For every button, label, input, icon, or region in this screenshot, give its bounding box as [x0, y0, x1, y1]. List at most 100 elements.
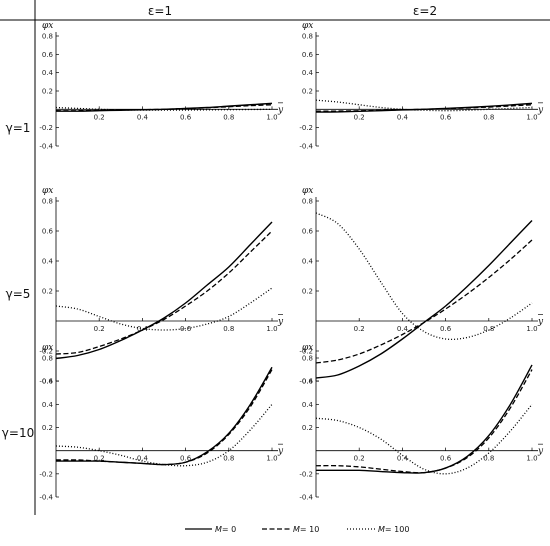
x-tick-label: 0.8 — [223, 455, 234, 463]
panel-1: -0.4 -0.2 0.2 0.4 0.6 0.8 0.2 0.4 0.6 0.8 1.0 φx y — [39, 21, 284, 151]
y-tick-label: 0.2 — [302, 288, 313, 296]
series-m10-line — [315, 369, 533, 474]
x-tick-label: 0.8 — [223, 113, 234, 121]
x-tick-label: 0.2 — [94, 325, 105, 333]
x-tick-label: 1.0 — [266, 325, 277, 333]
x-axis-label: y — [277, 105, 284, 115]
y-tick-label: -0.4 — [39, 494, 53, 502]
series-m100-line — [55, 106, 273, 111]
y-tick-label: 0.6 — [302, 228, 314, 236]
panel-2: -0.4 -0.2 0.2 0.4 0.6 0.8 0.2 0.4 0.6 0.8 1.0 φx y — [299, 21, 544, 151]
y-tick-label: 0.8 — [302, 33, 313, 41]
x-tick-label: 0.8 — [483, 113, 494, 121]
y-tick-label: -0.2 — [39, 124, 53, 132]
y-tick-label: 0.4 — [42, 69, 54, 77]
series-m10-line — [315, 104, 533, 112]
y-tick-label: -0.4 — [39, 378, 53, 386]
y-tick-label: 0.8 — [42, 198, 53, 206]
y-tick-label: 0.4 — [302, 258, 314, 266]
x-tick-label: 0.6 — [440, 455, 452, 463]
x-tick-label: 0.2 — [94, 113, 105, 121]
x-tick-label: 0.4 — [137, 113, 149, 121]
y-tick-label: 0.2 — [42, 424, 53, 432]
y-tick-label: 0.2 — [302, 88, 313, 96]
x-tick-label: 0.2 — [354, 113, 365, 121]
y-tick-label: 0.8 — [302, 198, 313, 206]
y-tick-label: -0.2 — [39, 348, 53, 356]
y-tick-label: -0.2 — [299, 470, 313, 478]
x-tick-label: 0.4 — [397, 113, 409, 121]
series-m100-line — [315, 212, 533, 341]
x-tick-label: 0.6 — [180, 113, 192, 121]
x-tick-label: 0.6 — [180, 455, 192, 463]
panel-6: -0.4 -0.2 0.2 0.4 0.6 0.8 0.2 0.4 0.6 0.8 1.0 φx y — [299, 343, 544, 502]
x-tick-label: 0.2 — [354, 325, 365, 333]
y-tick-label: -0.4 — [299, 378, 313, 386]
y-tick-label: 0.6 — [302, 378, 314, 386]
y-tick-label: 0.4 — [302, 69, 314, 77]
y-tick-label: 0.2 — [302, 424, 313, 432]
x-tick-label: 0.4 — [397, 455, 409, 463]
x-axis-label: y — [537, 317, 544, 327]
series-m10-line — [55, 369, 273, 466]
series-m100-line — [55, 287, 273, 331]
x-tick-label: 0.2 — [94, 455, 105, 463]
y-tick-label: -0.4 — [299, 494, 313, 502]
series-m0-line — [315, 220, 533, 379]
series-m100-line — [315, 403, 533, 475]
row-header-gamma10: γ=10 — [2, 426, 34, 440]
y-axis-label: φx — [42, 343, 53, 353]
y-axis-label: φx — [42, 21, 53, 31]
y-tick-label: 0.2 — [42, 288, 53, 296]
panel-4: -0.4 -0.2 0.2 0.4 0.6 0.8 0.2 0.4 0.6 0.8 1.0 φx y — [299, 186, 544, 386]
y-tick-label: 0.8 — [42, 33, 53, 41]
x-tick-label: 0.4 — [137, 325, 149, 333]
x-axis-label: y — [537, 447, 544, 457]
y-tick-label: 0.6 — [42, 51, 54, 59]
y-tick-label: 0.8 — [42, 355, 53, 363]
y-tick-label: 0.8 — [302, 355, 313, 363]
series-m10-line — [55, 230, 273, 355]
x-tick-label: 0.8 — [223, 325, 234, 333]
y-tick-label: -0.4 — [299, 143, 313, 151]
y-tick-label: 0.4 — [302, 401, 314, 409]
series-m0-line — [55, 366, 273, 466]
y-tick-label: -0.2 — [299, 124, 313, 132]
column-header-eps2: ε=2 — [413, 4, 437, 18]
x-tick-label: 1.0 — [266, 113, 277, 121]
y-tick-label: 0.6 — [42, 228, 54, 236]
legend-label-m100: M= 100 — [378, 525, 409, 534]
panel-3: -0.4 -0.2 0.2 0.4 0.6 0.8 0.2 0.4 0.6 0.8 1.0 φx y — [39, 186, 284, 386]
y-axis-label: φx — [42, 186, 53, 196]
y-tick-label: -0.4 — [39, 143, 53, 151]
x-tick-label: 0.6 — [180, 325, 192, 333]
x-tick-label: 0.8 — [483, 455, 494, 463]
x-axis-label: y — [537, 105, 544, 115]
x-tick-label: 1.0 — [526, 455, 537, 463]
y-axis-label: φx — [302, 343, 313, 353]
panel-5: -0.4 -0.2 0.2 0.4 0.6 0.8 0.2 0.4 0.6 0.8 1.0 φx y — [39, 343, 284, 502]
series-m10-line — [315, 239, 533, 364]
x-tick-label: 0.4 — [137, 455, 149, 463]
series-m0-line — [316, 364, 533, 474]
x-tick-label: 0.6 — [440, 113, 452, 121]
series-m0-line — [55, 221, 273, 360]
row-header-gamma5: γ=5 — [6, 287, 31, 301]
legend: M= 0 M= 10 M= 100 — [185, 525, 409, 534]
y-tick-label: 0.6 — [302, 51, 314, 59]
x-tick-label: 0.6 — [440, 325, 452, 333]
y-tick-label: 0.4 — [42, 401, 54, 409]
x-tick-label: 1.0 — [526, 325, 537, 333]
y-tick-label: 0.4 — [42, 258, 54, 266]
y-tick-label: 0.2 — [42, 88, 53, 96]
x-axis-label: y — [277, 447, 284, 457]
series-m10-line — [55, 104, 273, 112]
y-axis-label: φx — [302, 186, 313, 196]
x-tick-label: 1.0 — [526, 113, 537, 121]
legend-label-m0: M= 0 — [215, 525, 236, 534]
x-tick-label: 0.2 — [354, 455, 365, 463]
y-tick-label: -0.2 — [39, 470, 53, 478]
x-axis-label: y — [277, 317, 284, 327]
series-m100-line — [55, 403, 273, 467]
